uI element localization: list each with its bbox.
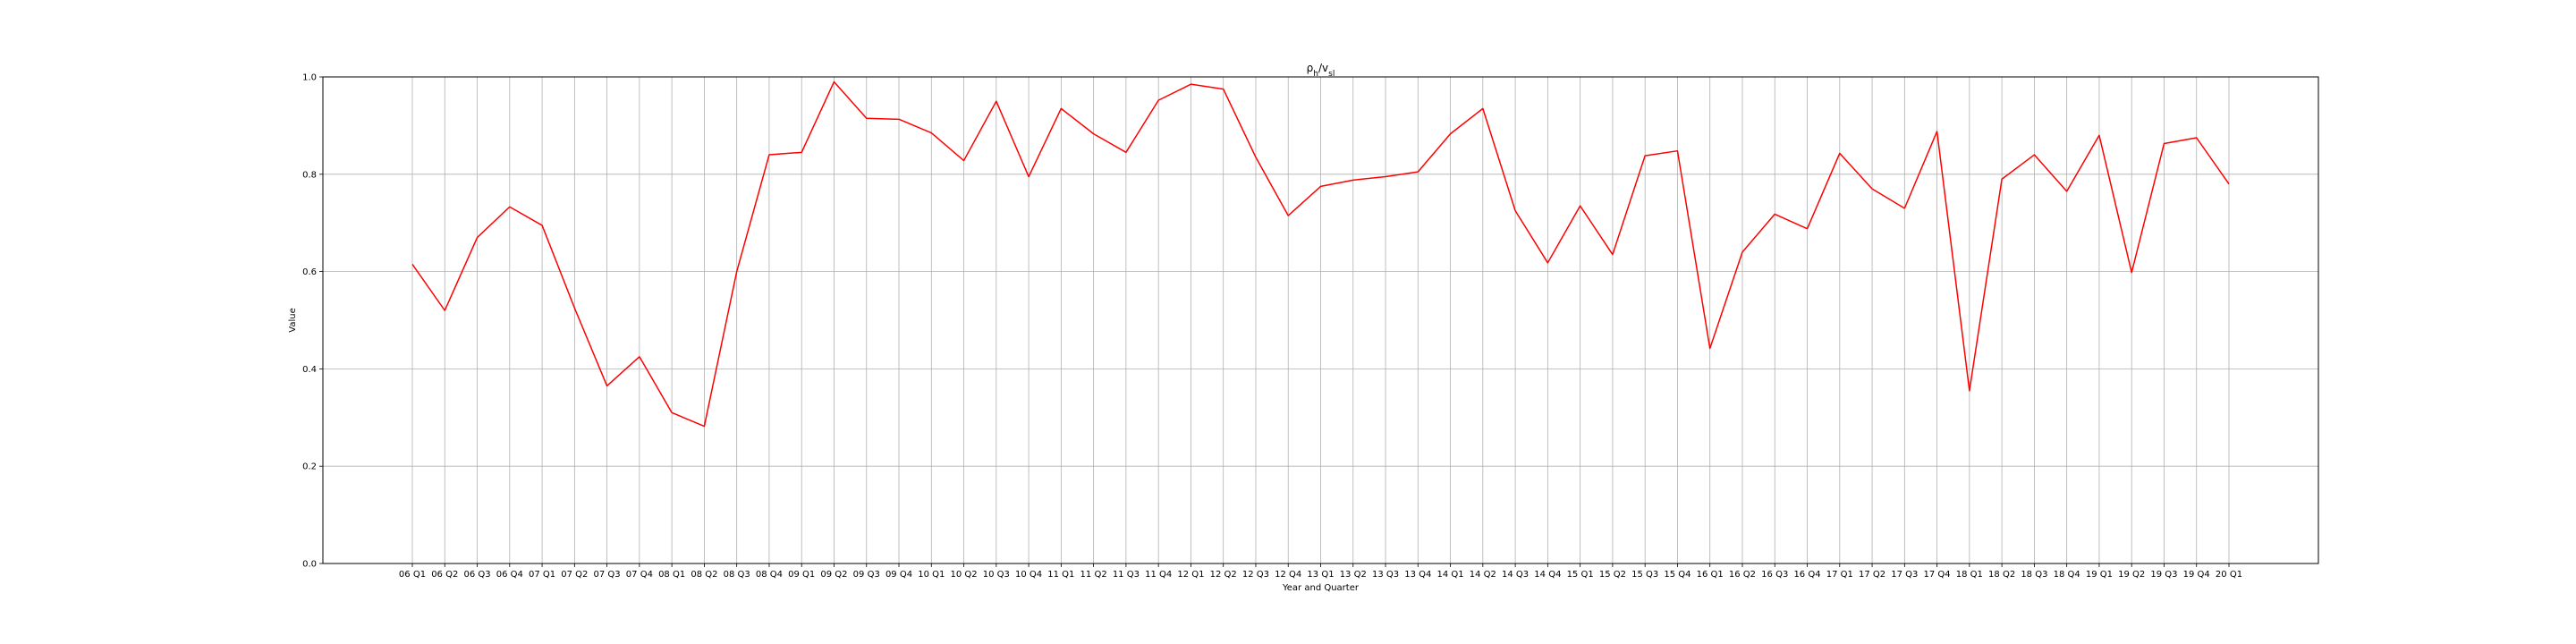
x-tick-label: 07 Q2 — [561, 570, 588, 580]
x-tick-label: 08 Q2 — [691, 570, 717, 580]
x-tick-label: 08 Q3 — [724, 570, 750, 580]
x-axis: 06 Q1 06 Q2 06 Q3 06 Q4 07 Q1 07 Q2 07 Q3 07 Q4… — [399, 564, 2242, 580]
x-tick-label: 07 Q1 — [529, 570, 555, 580]
x-tick-label: 18 Q1 — [1956, 570, 1983, 580]
y-tick-label: 0.8 — [302, 170, 317, 180]
x-tick-label: 15 Q1 — [1567, 570, 1594, 580]
x-tick-label: 13 Q2 — [1340, 570, 1367, 580]
x-tick-label: 12 Q3 — [1242, 570, 1269, 580]
x-tick-label: 17 Q2 — [1859, 570, 1885, 580]
x-tick-label: 10 Q4 — [1015, 570, 1042, 580]
chart-title: ρh/vsl — [1307, 62, 1335, 79]
x-tick-label: 14 Q1 — [1437, 570, 1464, 580]
x-tick-label: 13 Q4 — [1404, 570, 1431, 580]
x-tick-label: 18 Q3 — [2021, 570, 2047, 580]
x-tick-label: 14 Q3 — [1502, 570, 1529, 580]
x-tick-label: 16 Q4 — [1793, 570, 1820, 580]
x-tick-label: 16 Q3 — [1761, 570, 1788, 580]
x-tick-label: 11 Q1 — [1047, 570, 1074, 580]
x-tick-label: 13 Q3 — [1372, 570, 1399, 580]
x-tick-label: 11 Q2 — [1080, 570, 1107, 580]
x-gridlines — [411, 77, 2230, 564]
x-tick-label: 19 Q2 — [2118, 570, 2145, 580]
x-tick-label: 19 Q4 — [2183, 570, 2210, 580]
x-tick-label: 07 Q4 — [626, 570, 653, 580]
x-tick-label: 09 Q3 — [853, 570, 880, 580]
x-tick-label: 09 Q4 — [886, 570, 912, 580]
x-tick-label: 06 Q4 — [496, 570, 523, 580]
x-tick-label: 10 Q1 — [918, 570, 945, 580]
x-tick-label: 08 Q4 — [756, 570, 783, 580]
x-tick-label: 14 Q2 — [1470, 570, 1496, 580]
x-tick-label: 17 Q4 — [1924, 570, 1951, 580]
x-tick-label: 20 Q1 — [2216, 570, 2242, 580]
x-tick-label: 16 Q2 — [1729, 570, 1756, 580]
y-tick-label: 0.6 — [302, 267, 317, 277]
x-tick-label: 15 Q4 — [1664, 570, 1690, 580]
x-tick-label: 17 Q1 — [1826, 570, 1853, 580]
x-tick-label: 18 Q4 — [2054, 570, 2080, 580]
x-tick-label: 10 Q2 — [950, 570, 977, 580]
x-tick-label: 12 Q2 — [1210, 570, 1237, 580]
y-tick-label: 1.0 — [302, 73, 317, 83]
x-tick-label: 12 Q4 — [1275, 570, 1301, 580]
x-tick-label: 06 Q1 — [399, 570, 426, 580]
x-axis-label: Year and Quarter — [1282, 583, 1360, 593]
x-tick-label: 08 Q1 — [658, 570, 685, 580]
x-tick-label: 12 Q1 — [1177, 570, 1204, 580]
x-tick-label: 06 Q2 — [431, 570, 458, 580]
x-tick-label: 11 Q4 — [1145, 570, 1172, 580]
y-axis: 0.0 0.2 0.4 0.6 0.8 1.0 — [302, 73, 323, 570]
y-tick-label: 0.2 — [302, 462, 317, 472]
x-tick-label: 13 Q1 — [1307, 570, 1334, 580]
y-tick-label: 0.0 — [302, 560, 317, 570]
x-tick-label: 17 Q3 — [1891, 570, 1918, 580]
x-tick-label: 06 Q3 — [463, 570, 490, 580]
x-tick-label: 15 Q2 — [1599, 570, 1626, 580]
x-tick-label: 07 Q3 — [594, 570, 621, 580]
x-tick-label: 11 Q3 — [1113, 570, 1140, 580]
series-layer — [411, 80, 2230, 428]
x-tick-label: 19 Q1 — [2086, 570, 2113, 580]
x-tick-label: 15 Q3 — [1631, 570, 1658, 580]
x-tick-label: 14 Q4 — [1534, 570, 1561, 580]
x-tick-label: 16 Q1 — [1697, 570, 1724, 580]
x-tick-label: 18 Q2 — [1988, 570, 2015, 580]
x-tick-label: 09 Q1 — [788, 570, 815, 580]
x-tick-label: 09 Q2 — [820, 570, 847, 580]
y-tick-label: 0.4 — [302, 365, 317, 375]
x-tick-label: 10 Q3 — [983, 570, 1010, 580]
x-tick-label: 19 Q3 — [2150, 570, 2177, 580]
y-axis-label: Value — [288, 308, 298, 332]
